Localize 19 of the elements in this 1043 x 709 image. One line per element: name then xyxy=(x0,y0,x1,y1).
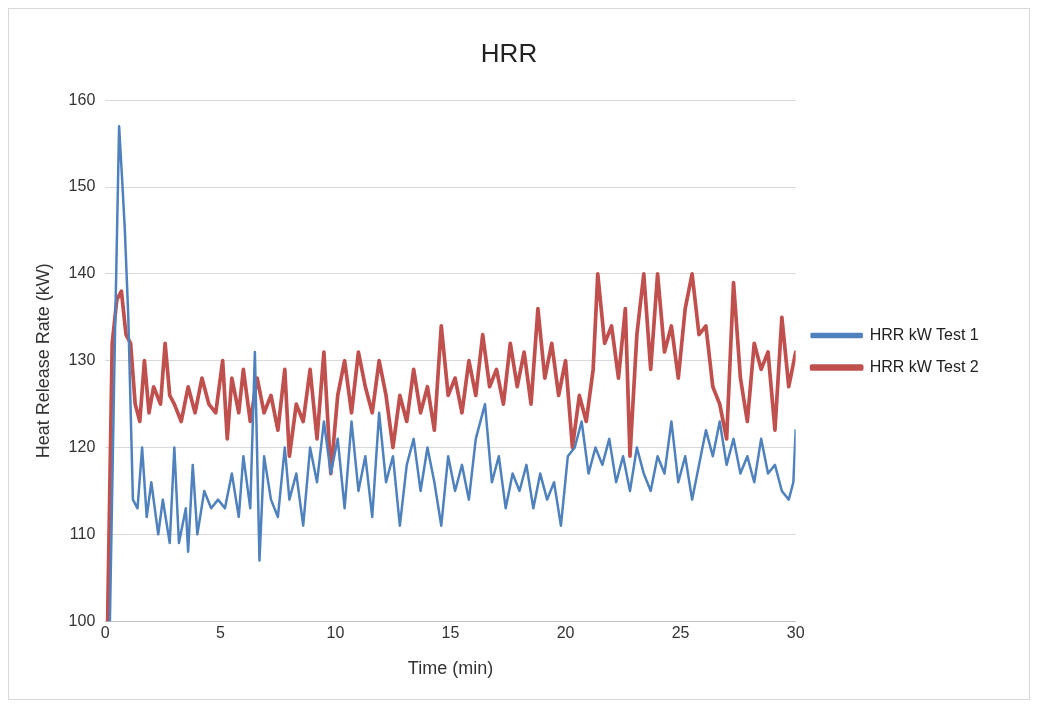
y-axis-title: Heat Release Rate (kW) xyxy=(32,263,53,459)
legend-label: HRR kW Test 1 xyxy=(869,325,979,343)
x-axis-title: Time (min) xyxy=(407,658,494,679)
y-tick-label: 160 xyxy=(68,90,96,108)
x-tick-label: 30 xyxy=(786,624,805,642)
y-tick-label: 150 xyxy=(68,177,96,195)
y-tick-label: 140 xyxy=(68,264,96,282)
y-tick-label: 100 xyxy=(68,611,96,629)
x-tick-label: 20 xyxy=(556,624,575,642)
chart-title: HRR xyxy=(480,37,538,68)
x-tick-label: 10 xyxy=(326,624,345,642)
x-tick-label: 25 xyxy=(671,624,690,642)
y-tick-label: 130 xyxy=(68,351,96,369)
legend-label: HRR kW Test 2 xyxy=(869,357,979,375)
y-tick-label: 120 xyxy=(68,437,96,455)
x-tick-label: 5 xyxy=(215,624,225,642)
y-tick-label: 110 xyxy=(69,524,96,542)
x-tick-label: 0 xyxy=(100,624,110,642)
x-tick-label: 15 xyxy=(441,624,460,642)
